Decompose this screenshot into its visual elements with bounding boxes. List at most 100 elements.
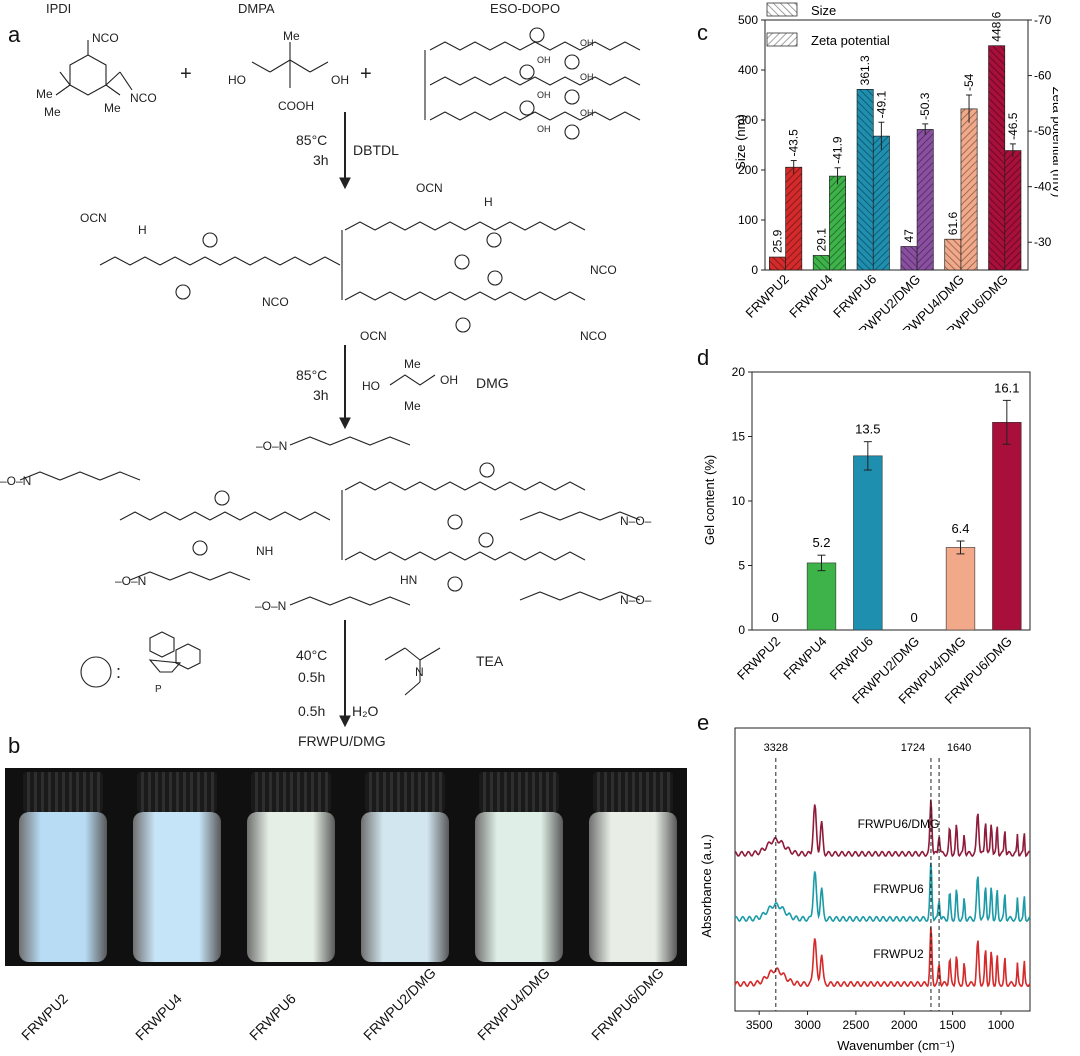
- panel-label-d: d: [697, 345, 710, 370]
- group-me: Me: [44, 105, 61, 119]
- chart-d-frame: [751, 371, 1031, 631]
- ftir-series-label: FRWPU2: [873, 947, 924, 961]
- step3-time-1: 0.5h: [298, 669, 325, 685]
- vial-label: FRWPU4: [132, 990, 185, 1044]
- step2-time: 3h: [313, 387, 329, 403]
- step1-temp: 85°C: [296, 132, 327, 148]
- chart-c-frame: [764, 19, 1029, 271]
- gel-tick-label: 20: [732, 365, 746, 379]
- step3-reagent: TEA: [476, 653, 504, 669]
- zeta-bar-hatch: [960, 108, 978, 270]
- vial-cap: [365, 772, 445, 812]
- size-value-label: 29.1: [814, 228, 828, 252]
- size-bar-hatch: [857, 89, 874, 270]
- size-axis-label: Size (nm): [733, 114, 748, 170]
- step3-time-2: 0.5h: [298, 703, 325, 719]
- size-bar-hatch: [900, 246, 918, 270]
- gel-value-label: 5.2: [812, 535, 830, 550]
- group-oh: OH: [537, 90, 551, 100]
- zeta-tick-label: -40: [1034, 180, 1052, 194]
- ipdi-label: IPDI: [46, 1, 71, 16]
- vial-body: [589, 812, 677, 962]
- legend-swatch-zeta: [766, 32, 798, 47]
- zeta-tick-label: -70: [1034, 13, 1052, 27]
- group-on: –O–N: [255, 599, 286, 613]
- vial: [127, 768, 227, 966]
- dopo-circle-legend: [80, 656, 112, 688]
- ftir-y-axis-label: Absorbance (a.u.): [700, 834, 714, 937]
- size-value-label: 61.6: [946, 212, 960, 236]
- vial: [583, 768, 683, 966]
- size-bar-hatch: [988, 45, 1005, 271]
- ftir-spectrum-line: [734, 799, 1031, 858]
- vial: [13, 768, 113, 966]
- vial-body: [475, 812, 563, 962]
- size-tick-label: 400: [738, 63, 758, 77]
- tea-structure: [384, 647, 441, 696]
- zeta-tick-label: -60: [1034, 69, 1052, 83]
- step3-temp: 40°C: [296, 647, 327, 663]
- vial-label: FRWPU2/DMG: [360, 964, 439, 1044]
- gel-content-chart: Gel content (%) 051015200FRWPU25.2FRWPU4…: [702, 365, 1031, 707]
- eso-dopo-structure: [424, 27, 641, 140]
- size-tick-label: 0: [751, 263, 758, 277]
- group-ocn: OCN: [416, 181, 443, 195]
- group-no: N–O–: [620, 593, 652, 607]
- legend-label-zeta: Zeta potential: [811, 33, 890, 48]
- group-nh: NH: [256, 544, 273, 558]
- ftir-series-label: FRWPU6: [873, 882, 924, 896]
- wavenumber-tick-label: 3500: [746, 1018, 773, 1032]
- group-cooh: COOH: [278, 99, 314, 113]
- chart-e-frame: [734, 727, 1031, 1012]
- dmg-structure: [389, 374, 436, 386]
- group-on: –O–N: [115, 574, 146, 588]
- group-me: Me: [404, 357, 421, 371]
- group-oh: OH: [580, 72, 594, 82]
- vial-cap: [137, 772, 217, 812]
- size-tick-label: 100: [738, 213, 758, 227]
- group-me: Me: [404, 399, 421, 413]
- zeta-bar-hatch: [917, 129, 934, 270]
- peak-marker-label: 1724: [901, 742, 925, 754]
- zeta-bar-hatch: [873, 136, 890, 270]
- dopo-p-atom: P: [155, 684, 162, 695]
- zeta-value-label: -46.5: [1006, 112, 1020, 140]
- vial-cap: [23, 772, 103, 812]
- peak-marker-label: 3328: [764, 742, 788, 754]
- zeta-tick-label: -50: [1034, 124, 1052, 138]
- ftir-chart: Absorbance (a.u.) Wavenumber (cm⁻¹) 3500…: [700, 727, 1031, 1053]
- group-nco: NCO: [590, 263, 617, 277]
- size-bar-hatch: [944, 239, 961, 270]
- group-h: H: [484, 195, 493, 209]
- gel-bar: [806, 562, 837, 631]
- group-nco: NCO: [580, 329, 607, 343]
- plus-sign: +: [360, 63, 372, 85]
- group-oh: OH: [440, 373, 458, 387]
- product-label: FRWPU/DMG: [298, 733, 386, 749]
- wavenumber-tick-label: 3000: [794, 1018, 821, 1032]
- step2-temp: 85°C: [296, 367, 327, 383]
- vial: [469, 768, 569, 966]
- group-me: Me: [283, 29, 300, 43]
- vial-cap: [479, 772, 559, 812]
- group-nco: NCO: [130, 91, 157, 105]
- zeta-value-label: -41.9: [831, 136, 845, 164]
- group-n: N: [415, 665, 424, 679]
- eso-dopo-label: ESO-DOPO: [490, 1, 560, 16]
- size-tick-label: 200: [738, 163, 758, 177]
- group-oh: OH: [331, 73, 349, 87]
- group-nco: NCO: [92, 31, 119, 45]
- size-zeta-chart: Size (nm) Zeta potential (mV) Size Zeta …: [733, 2, 1058, 330]
- vial-label: FRWPU2: [18, 990, 71, 1044]
- size-tick-label: 500: [738, 13, 758, 27]
- group-oh: OH: [537, 55, 551, 65]
- gel-bar: [853, 455, 883, 631]
- zeta-bar-hatch: [785, 167, 802, 270]
- vial-cap: [251, 772, 331, 812]
- gel-tick-label: 0: [738, 623, 745, 637]
- peak-marker-label: 1640: [947, 742, 971, 754]
- gel-value-label: 0: [772, 610, 779, 625]
- group-ocn: OCN: [360, 329, 387, 343]
- reaction-scheme: IPDI DMPA ESO-DOPO + + NCO NCO Me Me Me …: [0, 1, 652, 749]
- group-me: Me: [104, 101, 121, 115]
